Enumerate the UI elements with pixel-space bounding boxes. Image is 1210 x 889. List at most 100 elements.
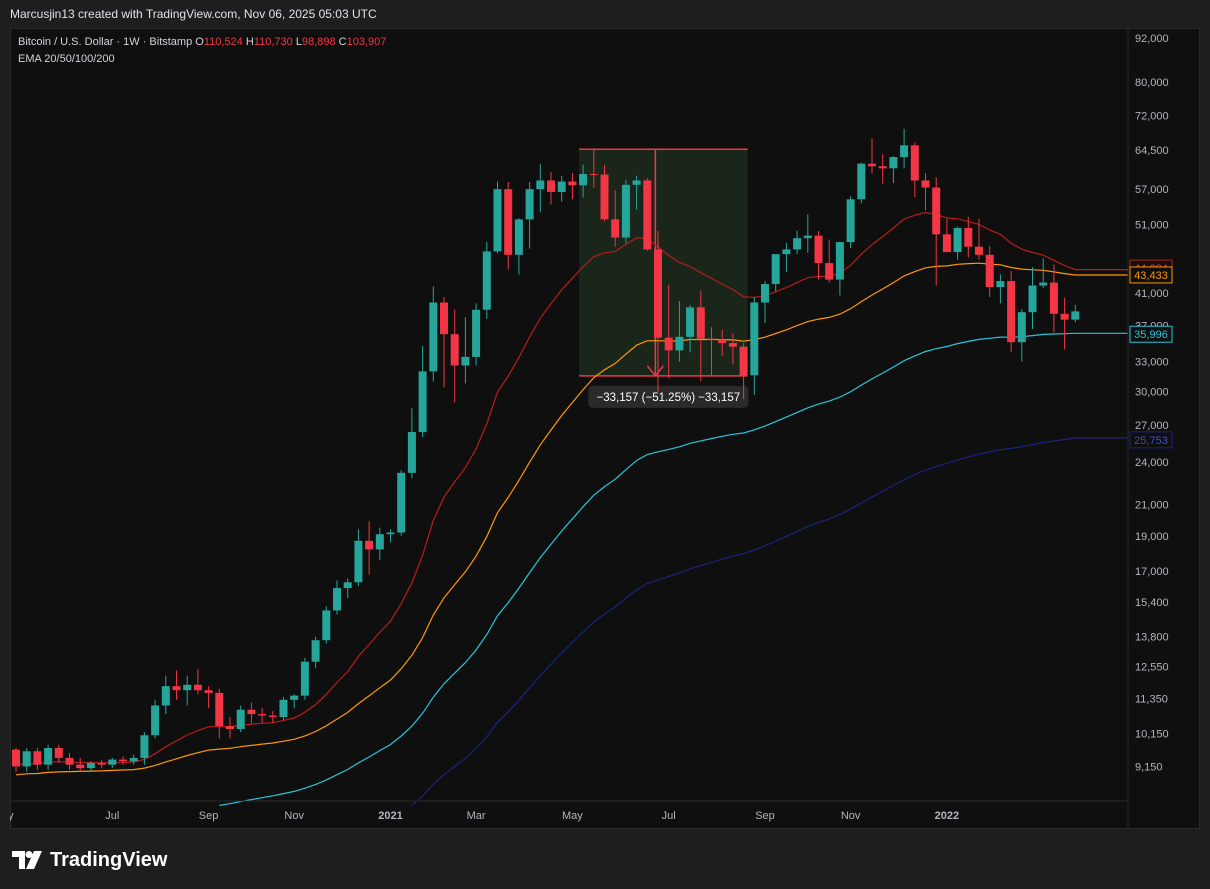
candle-body [311,640,320,662]
candle-body [889,157,898,169]
candle-body [172,686,181,691]
candle-body [365,540,374,550]
attribution-header: Marcusjin13 created with TradingView.com… [10,7,377,21]
price-tick-label: 24,000 [1135,457,1169,469]
candle-layer [12,128,1080,772]
ema-value-text: 43,433 [1134,270,1168,282]
candle-body [814,235,823,264]
candle-body [354,540,363,583]
candle-body [482,251,491,310]
candle-body [643,180,652,250]
candle-body [97,762,106,765]
candle-body [803,235,812,239]
ema-value-badge [1129,266,1173,284]
price-tick-label: 92,000 [1135,33,1169,45]
candle-body [942,234,951,253]
measure-label: −33,157 (−51.25%) −33,157 [597,392,741,404]
candle-body [215,692,224,727]
candle-body [193,684,202,691]
time-tick-label: Jul [105,810,119,822]
time-tick-label: Sep [755,810,775,822]
candle-body [568,181,577,186]
candle-body [183,684,192,691]
candle-body [461,356,470,366]
candle-body [493,189,502,252]
price-tick-label: 17,000 [1135,566,1169,578]
candle-body [964,228,973,247]
candle-body [33,751,42,765]
candle-body [44,747,53,765]
low-label: L [295,36,302,48]
candle-body [108,759,117,765]
price-tick-label: 13,800 [1135,632,1169,644]
ema-value-text: 35,996 [1134,329,1168,341]
ema50-line [15,262,1128,776]
price-tick-label: 15,400 [1135,597,1169,609]
tradingview-logo-icon [12,851,42,869]
price-tick-label: 72,000 [1135,110,1169,122]
candle-body [440,302,448,335]
candle-body [975,246,983,255]
time-axis[interactable]: y Jul Sep Nov 2021 Mar May Jul Sep Nov 2022 [10,800,1128,822]
ema-value-text: 25,753 [1134,435,1168,447]
candle-body [707,338,716,340]
ema-layer [15,211,1128,806]
price-tick-label: 64,500 [1135,145,1169,157]
price-axis[interactable]: 9,150 10,150 11,350 12,550 13,800 15,400 17,00… [1127,28,1169,829]
ema-value-badge [1129,431,1173,449]
indicator-label: EMA 20/50/100/200 [18,53,115,65]
candle-body [835,242,844,280]
tradingview-logo[interactable]: TradingView [12,846,167,874]
candle-body [119,759,127,762]
price-tick-label: 33,000 [1135,357,1169,369]
time-tick-label: Nov [284,810,304,822]
candle-body [632,180,641,185]
price-tick-label: 21,000 [1135,499,1169,511]
candle-body [1039,282,1048,286]
candle-body [675,336,684,351]
candle-body [1049,282,1058,314]
open-label: O [195,36,204,48]
candle-body [686,307,695,337]
candle-body [664,337,673,351]
candle-body [921,180,930,188]
candle-body [386,532,395,535]
candle-body [343,582,352,589]
time-tick-label: 2022 [935,810,959,822]
candle-body [846,199,855,243]
candle-body [621,184,630,238]
candle-body [910,145,919,181]
candle-body [129,757,138,762]
candle-body [1017,312,1026,343]
price-chart[interactable]: −33,157 (−51.25%) −33,157 9,150 10,150 11,… [10,28,1200,829]
candle-body [718,339,727,344]
candle-body [22,751,31,767]
time-tick-label: Nov [841,810,861,822]
candle-body [76,764,85,769]
price-tick-label: 51,000 [1135,219,1169,231]
close-value: 103,907 [346,36,387,48]
candle-body [300,661,309,696]
candle-body [579,174,588,186]
price-tick-label: 80,000 [1135,77,1169,89]
candle-body [782,249,791,255]
candle-body [54,747,63,758]
candle-body [429,302,438,372]
legend-ohlc-row: Bitcoin / U.S. Dollar · 1W · Bitstamp O 1… [18,34,386,51]
candle-body [12,749,20,767]
symbol-title: Bitcoin / U.S. Dollar · 1W · Bitstamp [18,36,193,48]
candle-body [236,709,245,730]
price-tick-label: 12,550 [1135,662,1169,674]
candle-body [739,346,748,376]
candle-body [333,588,341,611]
candle-body [472,309,481,357]
price-tick-label: 19,000 [1135,531,1169,543]
candle-body [793,238,802,250]
candle-body [900,145,909,158]
candle-body [65,757,74,765]
time-tick-label: y [10,810,14,822]
candle-body [953,228,962,253]
price-tick-label: 57,000 [1135,184,1169,196]
price-tick-label: 11,350 [1135,693,1168,705]
candle-body [728,343,737,347]
